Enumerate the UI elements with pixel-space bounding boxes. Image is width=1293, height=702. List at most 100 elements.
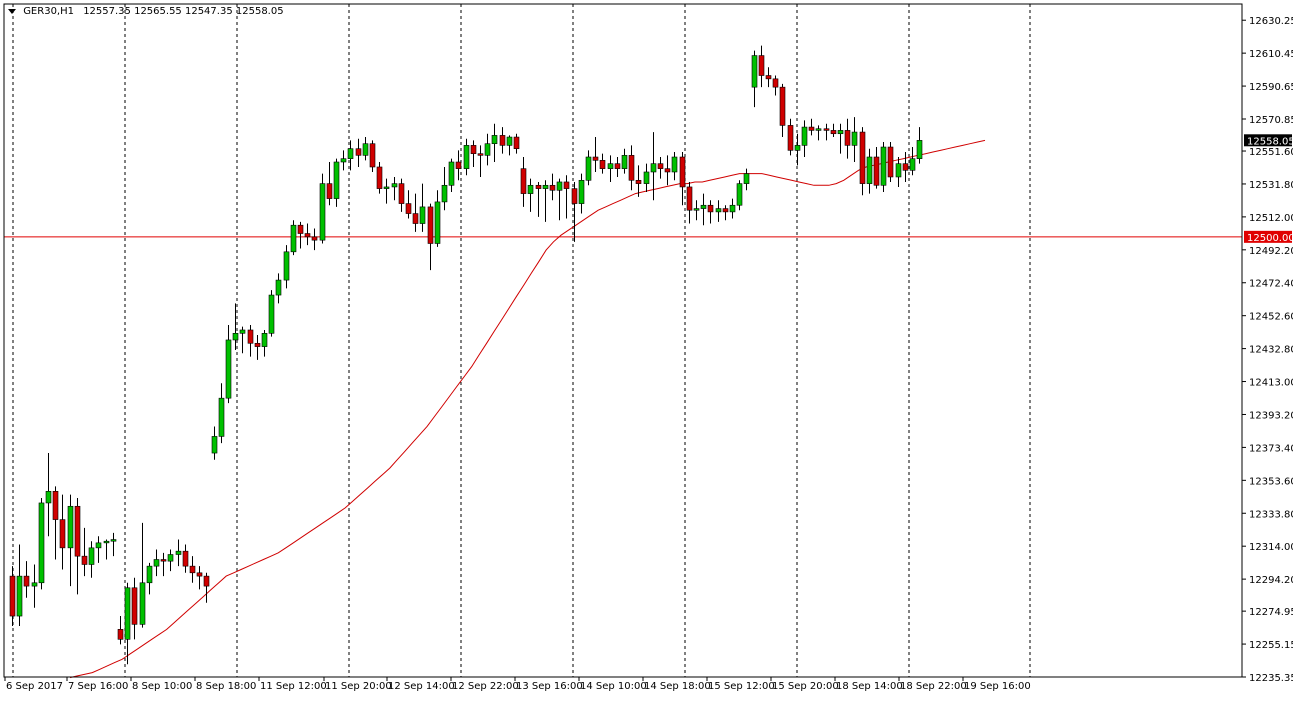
bear-candle	[196, 572, 203, 577]
bull-candle	[895, 163, 902, 178]
bear-candle	[765, 75, 772, 80]
bull-candle	[837, 130, 844, 135]
chart-frame	[3, 3, 1243, 678]
bear-candle	[311, 236, 318, 241]
x-tick-label: 19 Sep 16:00	[964, 681, 1031, 692]
bear-candle	[470, 145, 477, 154]
bear-candle	[304, 233, 311, 238]
bull-candle	[124, 587, 131, 640]
bull-candle	[643, 171, 650, 184]
bull-candle	[88, 547, 95, 565]
current-price-label: 12558.05	[1247, 136, 1293, 147]
y-tick-label: 12413.00	[1249, 378, 1293, 389]
bear-candle	[405, 203, 412, 214]
bear-candle	[707, 204, 714, 213]
bear-candle	[887, 146, 894, 178]
y-tick-label: 12512.00	[1249, 213, 1293, 224]
bear-candle	[664, 168, 671, 173]
bull-candle	[333, 161, 340, 199]
bull-candle	[16, 575, 23, 617]
time-axis: 6 Sep 2017 7 Sep 16:00 8 Sep 10:00 8 Sep 18…	[4, 677, 1031, 692]
bull-candle	[261, 333, 268, 347]
bull-candle	[751, 55, 758, 88]
bear-candle	[297, 224, 304, 234]
bear-candle	[859, 131, 866, 184]
bull-candle	[95, 542, 102, 549]
x-tick-label: 11 Sep 20:00	[325, 681, 392, 692]
vertical-grid	[12, 4, 1031, 677]
y-tick-label: 12610.45	[1249, 49, 1293, 60]
bull-candle	[448, 161, 455, 186]
bear-candle	[902, 163, 909, 171]
bear-candle	[203, 575, 210, 587]
bear-candle	[873, 156, 880, 186]
price-tags: 12558.05 12500.00	[1244, 134, 1293, 244]
bull-candle	[794, 145, 801, 151]
x-tick-label: 18 Sep 22:00	[900, 681, 967, 692]
bull-candle	[880, 146, 887, 186]
bull-candle	[506, 136, 513, 146]
bull-candle	[851, 131, 858, 146]
bull-candle	[621, 155, 628, 169]
bull-candle	[556, 181, 563, 191]
bear-candle	[189, 565, 196, 574]
bear-candle	[628, 155, 635, 181]
bear-candle	[614, 163, 621, 169]
bull-candle	[909, 158, 916, 171]
candles	[9, 45, 923, 665]
bull-candle	[103, 540, 110, 544]
y-tick-label: 12472.40	[1249, 279, 1293, 290]
bull-candle	[491, 135, 498, 145]
bull-candle	[232, 333, 239, 341]
bull-candle	[139, 582, 146, 625]
bull-candle	[239, 329, 246, 334]
bear-candle	[722, 208, 729, 213]
y-tick-label: 12630.25	[1249, 16, 1293, 27]
dropdown-triangle-icon[interactable]	[8, 8, 16, 14]
x-tick-label: 12 Sep 22:00	[452, 681, 519, 692]
bear-candle	[74, 505, 81, 557]
bull-candle	[45, 491, 52, 504]
bull-candle	[268, 294, 275, 334]
bear-candle	[369, 143, 376, 168]
bull-candle	[463, 145, 470, 169]
y-tick-label: 12333.80	[1249, 509, 1293, 520]
bull-candle	[319, 183, 326, 241]
y-tick-label: 12353.60	[1249, 476, 1293, 487]
bull-candle	[218, 397, 225, 437]
bull-candle	[225, 339, 232, 399]
bear-candle	[599, 160, 606, 169]
bear-candle	[326, 183, 333, 199]
bull-candle	[211, 436, 218, 454]
bull-candle	[700, 204, 707, 209]
y-tick-label: 12393.20	[1249, 410, 1293, 421]
bear-candle	[535, 184, 542, 189]
y-tick-label: 12551.60	[1249, 147, 1293, 158]
x-tick-label: 7 Sep 16:00	[68, 681, 128, 692]
y-tick-label: 12314.00	[1249, 542, 1293, 553]
bear-candle	[549, 184, 556, 191]
bear-candle	[499, 135, 506, 146]
ohlc-readout: 12557.35 12565.55 12547.35 12558.05	[83, 6, 284, 17]
x-tick-label: 13 Sep 16:00	[516, 681, 583, 692]
x-tick-label: 11 Sep 12:00	[260, 681, 327, 692]
bear-candle	[427, 206, 434, 244]
level-price-tag	[1244, 230, 1292, 243]
bull-candle	[290, 224, 297, 253]
bear-candle	[563, 181, 570, 189]
y-tick-label: 12492.20	[1249, 246, 1293, 257]
bull-candle	[283, 251, 290, 281]
symbol-label: GER30,H1	[23, 6, 74, 17]
plot-border	[3, 3, 1243, 678]
bear-candle	[52, 491, 59, 520]
y-tick-label: 12235.35	[1249, 673, 1293, 684]
y-tick-label: 12373.40	[1249, 443, 1293, 454]
bull-candle	[347, 148, 354, 159]
y-tick-label: 12432.80	[1249, 345, 1293, 356]
bear-candle	[787, 125, 794, 151]
bull-candle	[175, 550, 182, 555]
x-tick-label: 6 Sep 2017	[6, 681, 63, 692]
bear-candle	[23, 575, 30, 587]
